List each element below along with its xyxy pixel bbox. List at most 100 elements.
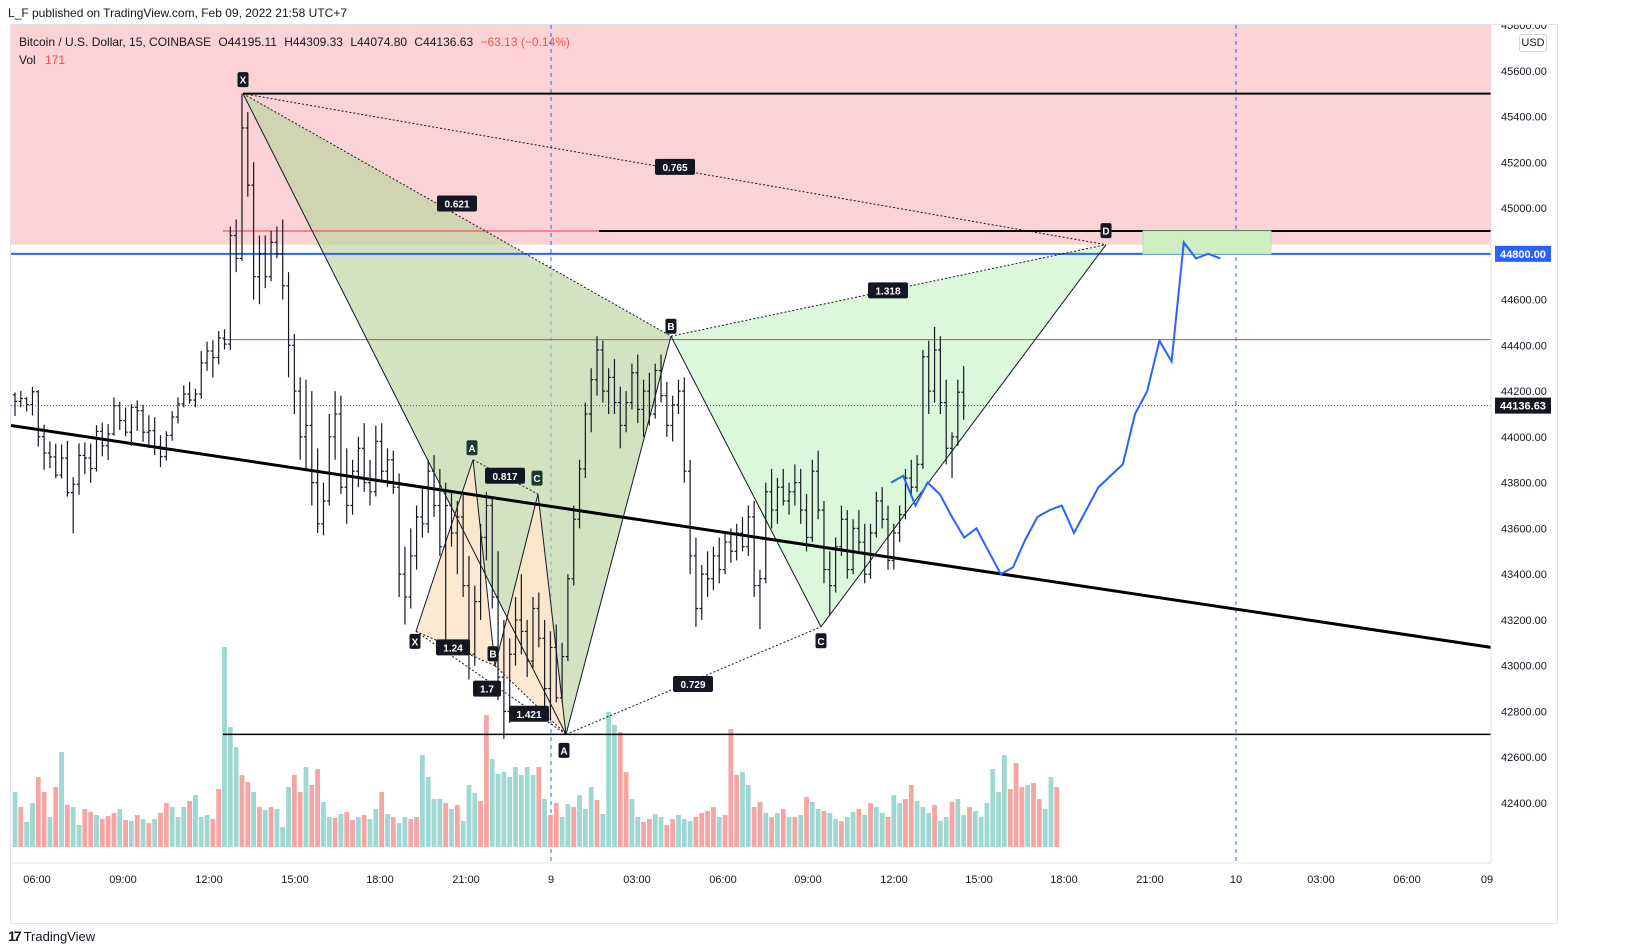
volume-bar — [740, 772, 745, 847]
volume-bar — [233, 747, 239, 847]
footer: 17 TradingView — [8, 928, 95, 944]
pattern-point-b[interactable]: B — [665, 318, 677, 334]
small-leg-xa[interactable] — [415, 459, 474, 632]
time-tick-label: 21:00 — [1136, 874, 1164, 886]
volume-bar — [961, 815, 967, 847]
volume-bar — [88, 812, 94, 847]
volume-bar — [1048, 777, 1054, 847]
trend-line[interactable] — [11, 423, 1492, 649]
symbol-legend: Bitcoin / U.S. Dollar, 15, COINBASE O441… — [19, 33, 570, 69]
volume-bar — [495, 774, 501, 847]
volume-bar — [530, 775, 536, 847]
pattern-point-c-bg — [815, 633, 827, 649]
volume-bar — [571, 807, 577, 847]
small-ratio-bd[interactable] — [494, 665, 567, 735]
volume-bar — [879, 813, 885, 847]
volume-bar — [1025, 785, 1031, 847]
volume-bar — [606, 712, 612, 847]
volume-bar — [798, 815, 804, 847]
target-zone[interactable] — [1142, 230, 1272, 255]
price-tick-label: 44000.00 — [1501, 432, 1547, 444]
volume-bar — [70, 807, 76, 847]
volume-bar — [198, 817, 204, 847]
volume-bar — [920, 807, 926, 847]
small-point-b[interactable]: B — [487, 646, 499, 662]
pattern-leg-cd[interactable] — [820, 244, 1107, 628]
ratio-label[interactable]: 1.318 — [868, 282, 908, 299]
volume-bar — [670, 819, 676, 847]
volume-bar — [472, 793, 478, 847]
volume-bar — [594, 800, 600, 847]
small-leg-ab[interactable] — [472, 459, 496, 666]
small-ratio-label[interactable]: 0.817 — [485, 467, 525, 484]
volume-label[interactable]: Vol — [19, 53, 36, 67]
ratio-label-text: 1.318 — [875, 286, 900, 297]
resistance-zone[interactable] — [11, 25, 1491, 245]
volume-bar — [361, 815, 367, 847]
pattern-point-a[interactable]: A — [558, 742, 570, 758]
symbol-title[interactable]: Bitcoin / U.S. Dollar, 15, COINBASE — [19, 35, 212, 49]
small-ratio-label[interactable]: 1.24 — [436, 639, 470, 656]
small-bcd-triangle[interactable] — [495, 494, 566, 735]
currency-button[interactable]: USD — [1519, 34, 1547, 52]
pattern-leg-bc[interactable] — [670, 335, 822, 628]
volume-bar — [105, 816, 111, 847]
current-price-badge[interactable] — [1495, 397, 1551, 414]
volume-bar — [355, 817, 361, 847]
level-price-badge[interactable] — [1495, 245, 1551, 262]
chart-pane[interactable]: X B C D A X A B C 0.621 0.765 1.318 0.729 1.24 0.817 1.… — [10, 24, 1558, 924]
pattern-leg-xa[interactable] — [242, 93, 567, 735]
volume-bar — [245, 782, 251, 847]
tradingview-logo-icon[interactable]: 17 — [8, 928, 22, 944]
volume-bar — [193, 795, 198, 847]
small-ratio-label-text: 1.421 — [516, 710, 541, 721]
ratio-label-bg — [655, 158, 695, 175]
volume-bar — [839, 821, 844, 847]
projection-path[interactable] — [890, 239, 1221, 576]
volume-bar — [804, 797, 809, 847]
volume-bar — [967, 807, 972, 847]
volume-bar — [524, 767, 530, 847]
volume-bar — [420, 755, 425, 847]
price-tick-label: 42400.00 — [1501, 798, 1547, 810]
price-axis[interactable] — [1491, 25, 1557, 923]
small-point-c[interactable]: C — [531, 470, 543, 486]
small-ratio-label-bg — [436, 639, 470, 656]
small-point-a-text: A — [468, 444, 475, 455]
pattern-ratio-xb[interactable] — [242, 93, 672, 337]
volume-bar — [257, 807, 262, 847]
time-tick-label: 09:00 — [794, 874, 822, 886]
time-tick-label: 09:00 — [109, 874, 137, 886]
small-ratio-label[interactable]: 1.7 — [473, 680, 501, 697]
pattern-point-c[interactable]: C — [815, 633, 827, 649]
pattern-point-x[interactable]: X — [237, 72, 249, 88]
bcd-triangle[interactable] — [671, 244, 1106, 627]
pattern-leg-ab[interactable] — [565, 336, 672, 735]
small-point-x-bg — [409, 633, 421, 649]
volume-bar — [111, 813, 117, 847]
tradingview-logo-text[interactable]: TradingView — [23, 928, 96, 944]
ratio-label[interactable]: 0.765 — [655, 158, 695, 175]
volume-bar — [152, 819, 158, 847]
volume-bar — [833, 819, 839, 847]
volume-bar — [844, 817, 850, 847]
small-point-x[interactable]: X — [409, 633, 421, 649]
volume-bar — [460, 821, 466, 847]
price-tick-label: 43800.00 — [1501, 478, 1547, 490]
pattern-point-d[interactable]: D — [1100, 223, 1112, 239]
volume-bar — [681, 819, 687, 847]
volume-bar — [664, 825, 670, 847]
volume-bar — [542, 799, 548, 847]
ratio-label[interactable]: 0.621 — [437, 195, 477, 212]
volume-bar — [454, 805, 460, 847]
volume-bar — [507, 777, 513, 847]
small-leg-cd[interactable] — [537, 494, 567, 735]
ratio-label[interactable]: 0.729 — [673, 676, 713, 693]
small-point-a[interactable]: A — [466, 440, 478, 456]
small-leg-bc[interactable] — [494, 493, 539, 666]
volume-bar — [82, 809, 88, 847]
time-tick-label: 12:00 — [195, 874, 223, 886]
small-ratio-label[interactable]: 1.421 — [509, 705, 549, 722]
chart-svg[interactable]: X B C D A X A B C 0.621 0.765 1.318 0.729 1.24 0.817 1.… — [11, 25, 1557, 923]
volume-bar — [443, 803, 449, 847]
